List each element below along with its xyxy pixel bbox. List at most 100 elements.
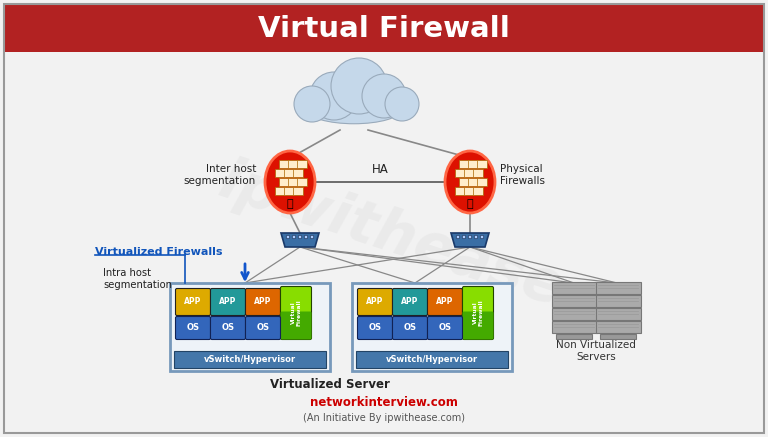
Text: 🔥: 🔥 (467, 199, 473, 209)
Text: Virtualized Firewalls: Virtualized Firewalls (95, 247, 223, 257)
Ellipse shape (307, 96, 401, 124)
Text: OS: OS (221, 323, 234, 333)
FancyBboxPatch shape (174, 351, 326, 368)
FancyBboxPatch shape (551, 281, 597, 294)
FancyBboxPatch shape (455, 169, 465, 177)
FancyBboxPatch shape (556, 334, 592, 339)
FancyBboxPatch shape (462, 312, 494, 340)
FancyBboxPatch shape (284, 187, 294, 195)
Circle shape (310, 72, 358, 120)
Polygon shape (451, 233, 489, 247)
Text: Inter host
segmentation: Inter host segmentation (184, 164, 256, 186)
Text: OS: OS (257, 323, 270, 333)
FancyBboxPatch shape (280, 312, 312, 340)
FancyBboxPatch shape (477, 160, 487, 168)
FancyBboxPatch shape (462, 287, 494, 340)
Text: APP: APP (436, 298, 454, 306)
FancyBboxPatch shape (473, 187, 483, 195)
Text: Virtualized Server: Virtualized Server (270, 378, 390, 391)
Circle shape (462, 235, 466, 239)
FancyBboxPatch shape (288, 178, 298, 186)
Circle shape (474, 235, 478, 239)
FancyBboxPatch shape (288, 160, 298, 168)
FancyBboxPatch shape (356, 351, 508, 368)
Text: ipwithease: ipwithease (210, 153, 569, 317)
FancyBboxPatch shape (357, 316, 392, 340)
Text: APP: APP (184, 298, 202, 306)
FancyBboxPatch shape (459, 178, 468, 186)
FancyBboxPatch shape (595, 281, 641, 294)
FancyBboxPatch shape (595, 308, 641, 319)
FancyBboxPatch shape (170, 283, 330, 371)
FancyBboxPatch shape (352, 283, 512, 371)
Text: APP: APP (402, 298, 419, 306)
Text: APP: APP (254, 298, 272, 306)
Text: OS: OS (187, 323, 200, 333)
FancyBboxPatch shape (464, 187, 474, 195)
Circle shape (480, 235, 484, 239)
Text: Virtual
Firewall: Virtual Firewall (472, 300, 483, 326)
Text: networkinterview.com: networkinterview.com (310, 396, 458, 409)
FancyBboxPatch shape (468, 178, 478, 186)
FancyBboxPatch shape (176, 316, 210, 340)
FancyBboxPatch shape (392, 316, 428, 340)
FancyBboxPatch shape (455, 187, 465, 195)
FancyBboxPatch shape (4, 4, 764, 52)
FancyBboxPatch shape (280, 287, 312, 340)
Circle shape (331, 58, 387, 114)
Circle shape (385, 87, 419, 121)
FancyBboxPatch shape (468, 160, 478, 168)
Text: APP: APP (220, 298, 237, 306)
FancyBboxPatch shape (176, 288, 210, 316)
Text: 🔥: 🔥 (286, 199, 293, 209)
FancyBboxPatch shape (297, 160, 306, 168)
Circle shape (298, 235, 302, 239)
FancyBboxPatch shape (464, 169, 474, 177)
FancyBboxPatch shape (551, 308, 597, 319)
Text: Physical
Firewalls: Physical Firewalls (500, 164, 545, 186)
FancyBboxPatch shape (428, 316, 462, 340)
FancyBboxPatch shape (275, 187, 285, 195)
FancyBboxPatch shape (246, 288, 280, 316)
Text: HA: HA (372, 163, 389, 176)
FancyBboxPatch shape (551, 320, 597, 333)
FancyBboxPatch shape (210, 288, 246, 316)
FancyBboxPatch shape (551, 295, 597, 306)
FancyBboxPatch shape (210, 316, 246, 340)
FancyBboxPatch shape (275, 169, 285, 177)
FancyBboxPatch shape (280, 178, 289, 186)
Ellipse shape (265, 151, 315, 213)
Circle shape (310, 235, 314, 239)
Polygon shape (281, 233, 319, 247)
Circle shape (456, 235, 460, 239)
Circle shape (304, 235, 308, 239)
FancyBboxPatch shape (428, 288, 462, 316)
Text: (An Initiative By ipwithease.com): (An Initiative By ipwithease.com) (303, 413, 465, 423)
Text: Virtual Firewall: Virtual Firewall (258, 15, 510, 43)
FancyBboxPatch shape (595, 320, 641, 333)
FancyBboxPatch shape (297, 178, 306, 186)
Text: OS: OS (403, 323, 416, 333)
Text: Intra host
segmentation: Intra host segmentation (103, 268, 172, 290)
Circle shape (468, 235, 472, 239)
Text: APP: APP (366, 298, 384, 306)
FancyBboxPatch shape (293, 169, 303, 177)
FancyBboxPatch shape (477, 178, 487, 186)
FancyBboxPatch shape (459, 160, 468, 168)
Text: OS: OS (369, 323, 382, 333)
FancyBboxPatch shape (293, 187, 303, 195)
Text: Non Virtualized
Servers: Non Virtualized Servers (556, 340, 636, 361)
Text: vSwitch/Hypervisor: vSwitch/Hypervisor (386, 355, 478, 364)
FancyBboxPatch shape (357, 288, 392, 316)
FancyBboxPatch shape (246, 316, 280, 340)
Text: Virtual
Firewall: Virtual Firewall (290, 300, 301, 326)
Circle shape (362, 74, 406, 118)
Text: vSwitch/Hypervisor: vSwitch/Hypervisor (204, 355, 296, 364)
FancyBboxPatch shape (284, 169, 294, 177)
FancyBboxPatch shape (392, 288, 428, 316)
Ellipse shape (445, 151, 495, 213)
FancyBboxPatch shape (473, 169, 483, 177)
Circle shape (292, 235, 296, 239)
FancyBboxPatch shape (595, 295, 641, 306)
Text: OS: OS (439, 323, 452, 333)
